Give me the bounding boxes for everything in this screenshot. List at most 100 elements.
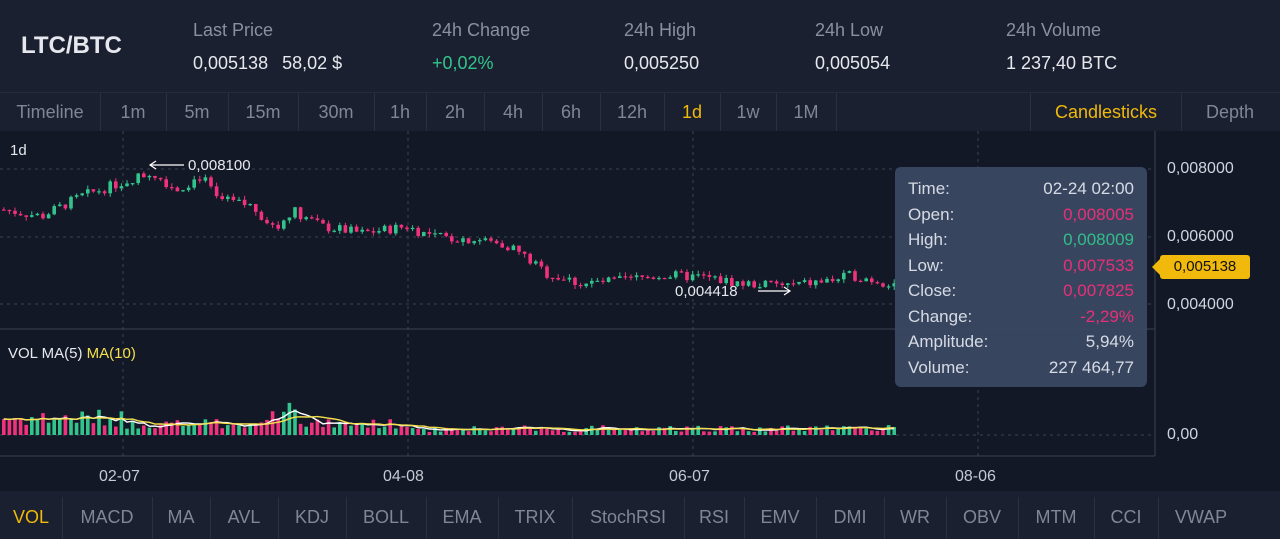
volume-bar [853, 426, 857, 435]
tf-2h[interactable]: 2h [426, 93, 485, 131]
date-axis-label: 08-06 [955, 468, 996, 485]
candle-body [13, 210, 17, 214]
max-marker [148, 160, 184, 170]
volume-bar [388, 419, 392, 435]
ind-vwap[interactable]: VWAP [1174, 507, 1228, 527]
candle-body [298, 207, 303, 220]
candle-body [35, 213, 40, 216]
tf-1w[interactable]: 1w [720, 93, 777, 131]
volume-bar [634, 427, 639, 435]
candle-body [304, 217, 308, 220]
candle-body [52, 206, 56, 215]
ind-stochrsi[interactable]: StochRSI [572, 497, 685, 539]
tf-1m[interactable]: 1m [100, 93, 167, 131]
candle-body [651, 277, 656, 279]
volume-bar [746, 431, 751, 435]
candle-body [125, 183, 129, 187]
candle-body [461, 238, 465, 243]
tf-1h[interactable]: 1h [374, 93, 427, 131]
ind-ema[interactable]: EMA [426, 497, 499, 539]
interval-label: 1d [10, 142, 27, 159]
ind-vol[interactable]: VOL [0, 497, 63, 539]
tf-15m[interactable]: 15m [228, 93, 299, 131]
candle-body [612, 277, 616, 279]
tf-5m[interactable]: 5m [166, 93, 229, 131]
volume-bar [511, 428, 516, 435]
ind-boll[interactable]: BOLL [346, 497, 427, 539]
tt-open-value: 0,008005 [1063, 205, 1134, 224]
candle-body [198, 179, 202, 181]
tt-volume-value: 227 464,77 [1048, 358, 1134, 377]
volume-bar [646, 429, 650, 435]
volume-bar [69, 419, 73, 435]
candle-body [438, 232, 443, 235]
volume-bar [248, 423, 252, 435]
candle-body [847, 271, 852, 273]
market-header: LTC/BTC Last Price 0,005138 58,02 $ 24h C… [0, 0, 1280, 92]
candle-body [220, 196, 224, 200]
mode-depth[interactable]: Depth [1205, 102, 1255, 122]
candle-body [24, 215, 28, 217]
candle-body [578, 284, 583, 287]
ind-obv[interactable]: OBV [946, 497, 1019, 539]
pair-title[interactable]: LTC/BTC [21, 32, 122, 59]
candle-body [534, 261, 538, 264]
ind-trix[interactable]: TRIX [498, 497, 573, 539]
volume-bar [282, 411, 286, 435]
volume-bar [472, 426, 476, 435]
candle-body [696, 274, 700, 276]
mode-candlesticks[interactable]: Candlesticks [1030, 93, 1182, 131]
ind-macd[interactable]: MACD [62, 497, 153, 539]
tf-12h[interactable]: 12h [600, 93, 665, 131]
candle-body [819, 280, 824, 283]
volume-bar [836, 428, 840, 435]
tf-6h[interactable]: 6h [542, 93, 601, 131]
ind-rsi[interactable]: RSI [684, 497, 745, 539]
candle-body [808, 280, 812, 286]
tf-1M[interactable]: 1M [776, 93, 837, 131]
ind-cci[interactable]: CCI [1094, 497, 1159, 539]
volume-bar [237, 425, 241, 435]
volume-bar [657, 427, 661, 435]
ind-wr[interactable]: WR [884, 497, 947, 539]
date-axis-label: 06-07 [669, 468, 710, 485]
volume-bar [842, 426, 846, 435]
tf-30m[interactable]: 30m [298, 93, 375, 131]
candle-body [276, 224, 280, 229]
candle-body [517, 245, 521, 252]
ind-kdj[interactable]: KDJ [278, 497, 347, 539]
volume-bar [293, 409, 297, 435]
volume-bar [758, 427, 762, 435]
candle-body [399, 224, 404, 228]
ind-dmi[interactable]: DMI [816, 497, 885, 539]
ind-avl[interactable]: AVL [210, 497, 279, 539]
volume-bar [209, 421, 213, 435]
candle-body [405, 227, 409, 230]
candle-body [130, 183, 135, 185]
candle-body [444, 232, 448, 237]
ind-mtm[interactable]: MTM [1018, 497, 1095, 539]
volume-bar [405, 426, 409, 435]
candle-body [142, 173, 146, 178]
volume-bar [52, 419, 56, 435]
candle-body [91, 189, 96, 192]
volume-bar [875, 431, 880, 435]
volume-bar [35, 418, 40, 435]
volume-bar [886, 425, 891, 435]
tf-timeline[interactable]: Timeline [0, 93, 101, 131]
ind-ma[interactable]: MA [152, 497, 211, 539]
candle-body [718, 276, 723, 284]
candle-body [802, 280, 807, 282]
tf-4h[interactable]: 4h [484, 93, 543, 131]
volume-bar [802, 431, 807, 435]
volume-bar [702, 431, 706, 435]
vol-ma10-legend: MA(10) [86, 345, 136, 362]
candle-body [410, 227, 415, 230]
volume-bar [444, 427, 448, 435]
volume-bar [7, 419, 12, 435]
tf-1d[interactable]: 1d [664, 93, 721, 131]
volume-bar [231, 424, 236, 435]
ind-emv[interactable]: EMV [744, 497, 817, 539]
volume-bar [422, 428, 426, 435]
volume-bar [506, 428, 510, 435]
